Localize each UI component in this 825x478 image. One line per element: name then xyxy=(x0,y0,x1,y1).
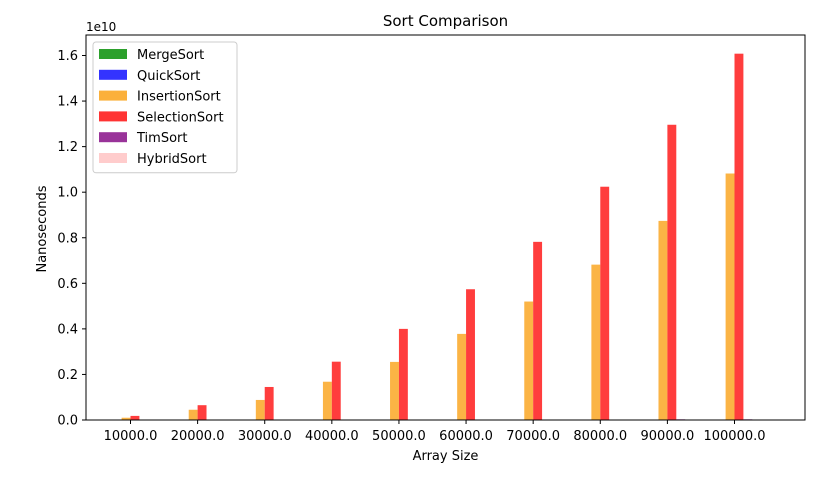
bar-insertionsort-2 xyxy=(255,399,265,420)
bar-selectionsort-0 xyxy=(130,415,140,420)
x-tick-label: 40000.0 xyxy=(305,429,359,444)
y-tick-label: 1.4 xyxy=(57,95,78,110)
legend-label-hybridsort: HybridSort xyxy=(137,152,207,167)
plot-frame xyxy=(85,34,806,421)
bar-selectionsort-5 xyxy=(466,289,475,420)
bar-selectionsort-4 xyxy=(398,328,408,420)
y-tick-label: 0.8 xyxy=(57,231,78,246)
bar-insertionsort-6 xyxy=(524,301,534,420)
x-tick-label: 90000.0 xyxy=(641,429,695,444)
legend-label-mergesort: MergeSort xyxy=(137,48,204,63)
bar-insertionsort-0 xyxy=(121,417,131,420)
x-tick-label: 80000.0 xyxy=(573,429,627,444)
legend-swatch-selectionsort xyxy=(99,111,127,122)
bar-selectionsort-6 xyxy=(533,241,543,420)
x-tick-label: 20000.0 xyxy=(171,429,225,444)
legend: MergeSort QuickSort InsertionSort Selection… xyxy=(92,41,238,174)
y-tick-label: 0.2 xyxy=(57,368,78,383)
bar-insertionsort-5 xyxy=(457,333,467,420)
x-tick-label: 70000.0 xyxy=(506,429,560,444)
y-tick-label: 0.0 xyxy=(57,414,78,429)
bar-selectionsort-9 xyxy=(734,53,744,421)
y-tick-label: 1.2 xyxy=(57,140,78,155)
legend-label-quicksort: QuickSort xyxy=(137,69,200,84)
bar-insertionsort-1 xyxy=(188,409,198,420)
bar-insertionsort-7 xyxy=(591,264,601,420)
chart-title: Sort Comparison xyxy=(383,12,508,30)
y-axis-ticks: 0.0 0.2 0.4 0.6 0.8 1.0 1.2 1.4 1.6 xyxy=(57,49,86,429)
y-axis-label: Nanoseconds xyxy=(35,185,50,272)
x-tick-label: 100000.0 xyxy=(703,429,765,444)
legend-swatch-insertionsort xyxy=(99,90,127,101)
bars-group xyxy=(103,53,762,421)
legend-label-selectionsort: SelectionSort xyxy=(137,110,224,125)
x-tick-label: 10000.0 xyxy=(104,429,158,444)
y-tick-label: 1.0 xyxy=(57,186,78,201)
legend-label-insertionsort: InsertionSort xyxy=(137,90,221,105)
y-tick-label: 0.4 xyxy=(57,322,78,337)
bar-selectionsort-7 xyxy=(600,186,610,420)
bar-selectionsort-3 xyxy=(331,361,341,420)
legend-swatch-quicksort xyxy=(99,69,127,80)
x-axis-ticks: 10000.0 20000.0 30000.0 40000.0 50000.0 60000… xyxy=(104,420,766,444)
y-tick-label: 1.6 xyxy=(57,49,78,64)
bar-insertionsort-8 xyxy=(658,220,668,420)
legend-swatch-mergesort xyxy=(99,49,127,59)
y-tick-label: 0.6 xyxy=(57,277,78,292)
y-offset-label: 1e10 xyxy=(86,20,116,34)
bar-selectionsort-2 xyxy=(264,386,274,420)
bar-insertionsort-3 xyxy=(322,381,332,420)
bar-insertionsort-9 xyxy=(725,173,735,420)
legend-box xyxy=(92,41,238,174)
x-tick-label: 30000.0 xyxy=(238,429,292,444)
x-axis-label: Array Size xyxy=(413,449,479,464)
bar-selectionsort-8 xyxy=(667,124,677,420)
legend-label-timsort: TimSort xyxy=(136,131,187,146)
bar-selectionsort-1 xyxy=(197,405,207,420)
x-tick-label: 60000.0 xyxy=(439,429,493,444)
legend-swatch-hybridsort xyxy=(99,153,127,163)
legend-swatch-timsort xyxy=(99,132,127,143)
x-tick-label: 50000.0 xyxy=(372,429,426,444)
bar-insertionsort-4 xyxy=(390,361,399,420)
